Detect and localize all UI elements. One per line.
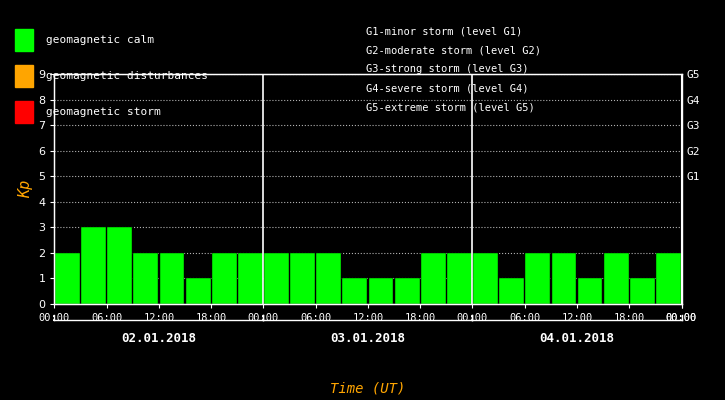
Bar: [420, 253, 446, 304]
Text: G1-minor storm (level G1): G1-minor storm (level G1): [366, 26, 523, 36]
Text: geomagnetic calm: geomagnetic calm: [46, 35, 154, 45]
Bar: [55, 253, 80, 304]
Bar: [604, 253, 629, 304]
Bar: [526, 253, 550, 304]
Bar: [264, 253, 289, 304]
Text: geomagnetic disturbances: geomagnetic disturbances: [46, 71, 207, 81]
Text: 02.01.2018: 02.01.2018: [121, 332, 196, 345]
Bar: [394, 278, 420, 304]
Text: 03.01.2018: 03.01.2018: [331, 332, 405, 345]
Bar: [552, 253, 576, 304]
Bar: [212, 253, 236, 304]
Bar: [578, 278, 602, 304]
Text: geomagnetic storm: geomagnetic storm: [46, 107, 160, 117]
Bar: [656, 253, 681, 304]
Text: G3-strong storm (level G3): G3-strong storm (level G3): [366, 64, 529, 74]
Bar: [238, 253, 262, 304]
Text: 04.01.2018: 04.01.2018: [539, 332, 615, 345]
Bar: [473, 253, 498, 304]
Bar: [81, 227, 106, 304]
Bar: [160, 253, 184, 304]
Bar: [290, 253, 315, 304]
Text: Time (UT): Time (UT): [331, 382, 405, 396]
Bar: [342, 278, 368, 304]
Bar: [630, 278, 655, 304]
Bar: [316, 253, 341, 304]
Y-axis label: Kp: Kp: [17, 180, 33, 198]
Text: G2-moderate storm (level G2): G2-moderate storm (level G2): [366, 45, 541, 55]
Bar: [107, 227, 132, 304]
Bar: [186, 278, 210, 304]
Bar: [133, 253, 158, 304]
Bar: [368, 278, 394, 304]
Text: G5-extreme storm (level G5): G5-extreme storm (level G5): [366, 103, 535, 113]
Bar: [447, 253, 472, 304]
Text: G4-severe storm (level G4): G4-severe storm (level G4): [366, 84, 529, 94]
Bar: [500, 278, 524, 304]
